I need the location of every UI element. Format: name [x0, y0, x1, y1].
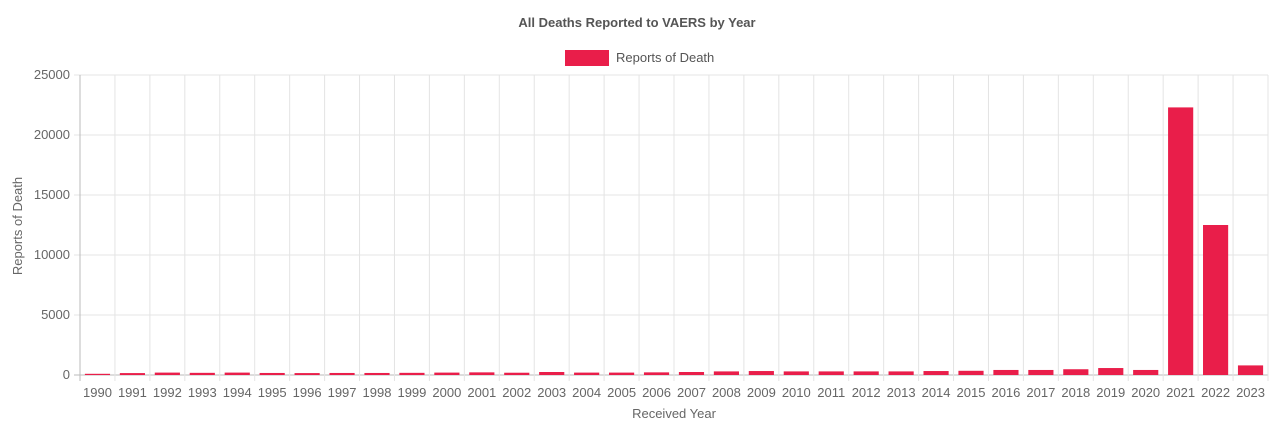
- x-tick-label: 2001: [467, 385, 496, 400]
- bar-1997[interactable]: [329, 372, 355, 375]
- bar-2012[interactable]: [853, 371, 879, 375]
- x-axis-label: Received Year: [632, 406, 717, 421]
- x-tick-label: 2023: [1236, 385, 1265, 400]
- x-tick-label: 2011: [817, 385, 845, 400]
- grid: [74, 74, 1269, 381]
- bar-2017[interactable]: [1028, 369, 1054, 375]
- x-tick-label: 1998: [363, 385, 392, 400]
- bar-2015[interactable]: [958, 370, 984, 375]
- bar-2002[interactable]: [504, 372, 530, 375]
- bar-2014[interactable]: [923, 371, 949, 375]
- x-tick-label: 2020: [1131, 385, 1160, 400]
- bar-2010[interactable]: [783, 371, 809, 375]
- y-axis-label: Reports of Death: [10, 177, 25, 275]
- bar-2019[interactable]: [1098, 368, 1124, 375]
- x-tick-label: 2010: [782, 385, 811, 400]
- bar-1990[interactable]: [84, 373, 111, 375]
- x-tick-label: 2017: [1026, 385, 1055, 400]
- x-ticks: 1990 1991 1992 1993 1994 1995 1996 1997 1998 1999…: [83, 385, 1265, 400]
- x-tick-label: 2013: [887, 385, 916, 400]
- bar-2011[interactable]: [818, 371, 844, 375]
- x-tick-label: 2008: [712, 385, 741, 400]
- x-tick-label: 2014: [922, 385, 951, 400]
- legend[interactable]: Reports of Death: [565, 50, 714, 66]
- bar-1992[interactable]: [154, 372, 180, 375]
- bar-2023[interactable]: [1237, 365, 1264, 375]
- x-tick-label: 2022: [1201, 385, 1230, 400]
- bar-2013[interactable]: [888, 371, 914, 375]
- bar-1994[interactable]: [224, 372, 250, 375]
- y-tick-label: 10000: [34, 247, 70, 262]
- bar-2000[interactable]: [434, 372, 460, 375]
- x-tick-label: 2006: [642, 385, 671, 400]
- bar-2004[interactable]: [574, 372, 600, 375]
- x-tick-label: 1993: [188, 385, 217, 400]
- x-tick-label: 2005: [607, 385, 636, 400]
- bar-1996[interactable]: [294, 373, 320, 375]
- bar-1995[interactable]: [259, 372, 285, 375]
- x-tick-label: 2018: [1061, 385, 1090, 400]
- y-tick-label: 20000: [34, 127, 70, 142]
- bar-1991[interactable]: [119, 373, 145, 375]
- x-tick-label: 2012: [852, 385, 881, 400]
- bar-2003[interactable]: [539, 372, 565, 375]
- x-tick-label: 1996: [293, 385, 322, 400]
- chart-title: All Deaths Reported to VAERS by Year: [518, 15, 755, 30]
- bar-2021[interactable]: [1168, 107, 1194, 376]
- bar-1998[interactable]: [364, 372, 390, 375]
- x-tick-label: 1990: [83, 385, 112, 400]
- x-tick-label: 2016: [991, 385, 1020, 400]
- legend-swatch: [565, 50, 609, 66]
- y-tick-label: 5000: [41, 307, 70, 322]
- bar-1999[interactable]: [399, 372, 425, 375]
- bar-2016[interactable]: [993, 369, 1019, 375]
- x-tick-label: 2021: [1166, 385, 1195, 400]
- bar-2008[interactable]: [713, 371, 739, 375]
- x-tick-label: 2002: [502, 385, 531, 400]
- x-tick-label: 2019: [1096, 385, 1125, 400]
- x-tick-label: 2015: [957, 385, 986, 400]
- x-tick-label: 2003: [537, 385, 566, 400]
- bar-2007[interactable]: [678, 372, 705, 375]
- x-tick-label: 2004: [572, 385, 601, 400]
- bar-2022[interactable]: [1203, 225, 1229, 375]
- bar-2020[interactable]: [1133, 369, 1159, 375]
- y-tick-label: 15000: [34, 187, 70, 202]
- y-tick-label: 25000: [34, 67, 70, 82]
- bar-2001[interactable]: [469, 372, 495, 375]
- bar-2005[interactable]: [609, 372, 635, 375]
- y-tick-label: 0: [63, 367, 70, 382]
- x-tick-label: 1991: [118, 385, 147, 400]
- x-tick-label: 1997: [328, 385, 357, 400]
- x-tick-label: 1994: [223, 385, 252, 400]
- bar-1993[interactable]: [189, 372, 215, 375]
- bar-2006[interactable]: [643, 372, 670, 375]
- bar-2018[interactable]: [1063, 369, 1089, 375]
- x-tick-label: 1992: [153, 385, 182, 400]
- bar-2009[interactable]: [748, 371, 774, 375]
- x-tick-label: 2000: [432, 385, 461, 400]
- x-tick-label: 2007: [677, 385, 706, 400]
- x-tick-label: 1995: [258, 385, 287, 400]
- y-ticks: 0 5000 10000 15000 20000 25000: [34, 67, 70, 382]
- legend-label: Reports of Death: [616, 50, 714, 65]
- bars: [84, 107, 1264, 376]
- x-tick-label: 1999: [397, 385, 426, 400]
- x-tick-label: 2009: [747, 385, 776, 400]
